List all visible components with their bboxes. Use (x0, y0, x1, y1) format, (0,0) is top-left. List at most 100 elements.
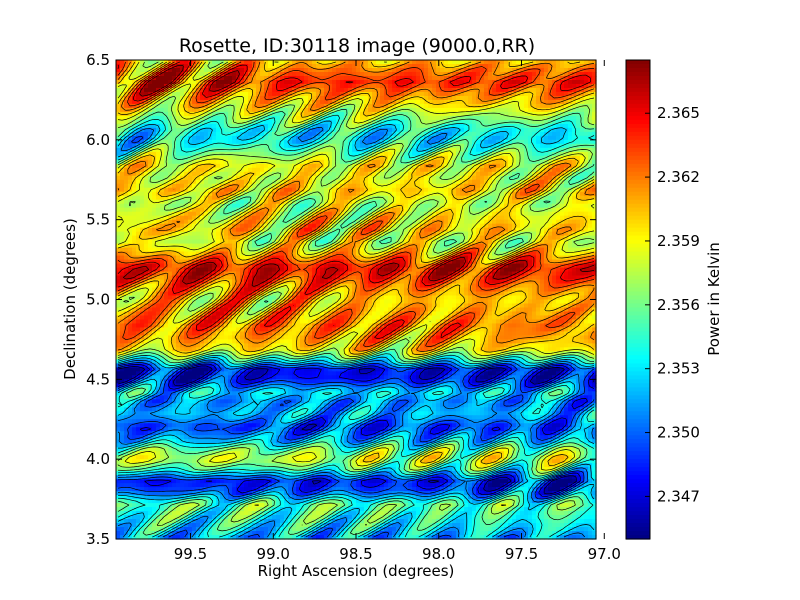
colorbar-segment (626, 343, 650, 348)
colorbar-segment (626, 423, 650, 428)
y-tick-label: 4.5 (86, 370, 110, 388)
colorbar-segment (626, 203, 650, 209)
colorbar-segment (626, 243, 650, 249)
colorbar-segment (626, 95, 650, 101)
colorbar-segment (626, 191, 650, 197)
colorbar-segment (626, 75, 650, 81)
colorbar-segment (626, 355, 650, 360)
colorbar-segment (626, 463, 650, 468)
colorbar-segment (626, 411, 650, 416)
colorbar-segment (626, 475, 650, 480)
colorbar-tick-label: 2.359 (657, 232, 700, 250)
colorbar-segment (626, 159, 650, 165)
colorbar-segment (626, 491, 650, 496)
colorbar-segment (626, 259, 650, 265)
colorbar-ticks: 2.347 2.350 2.353 2.356 2.359 2.362 2.365 (645, 104, 700, 505)
colorbar-segment (626, 60, 650, 65)
colorbar-segment (626, 139, 650, 145)
colorbar-segment (626, 291, 650, 297)
colorbar-segment (626, 175, 650, 181)
colorbar-segment (626, 67, 650, 73)
colorbar-segment (626, 143, 650, 149)
colorbar-segment (626, 83, 650, 89)
colorbar-segment (626, 371, 650, 376)
colorbar-segment (626, 527, 650, 532)
colorbar-segment (626, 347, 650, 352)
colorbar-segment (626, 103, 650, 109)
colorbar-segment (626, 443, 650, 448)
colorbar-segment (626, 91, 650, 97)
colorbar-segment (626, 483, 650, 488)
colorbar-segment (626, 407, 650, 412)
x-tick-label: 99.0 (257, 545, 290, 563)
colorbar-segment (626, 239, 650, 245)
colorbar-segment (626, 363, 650, 368)
colorbar-segment (626, 135, 650, 141)
colorbar-segment (626, 267, 650, 273)
colorbar-segment (626, 179, 650, 185)
x-tick-label: 98.0 (422, 545, 455, 563)
colorbar-segment (626, 391, 650, 396)
colorbar-segment (626, 511, 650, 516)
colorbar-segment (626, 183, 650, 189)
colorbar-segment (626, 487, 650, 492)
colorbar-segment (626, 451, 650, 456)
colorbar-segment (626, 415, 650, 420)
colorbar-segment (626, 535, 650, 540)
colorbar-segment (626, 519, 650, 524)
colorbar-segment (626, 235, 650, 241)
colorbar-segment (626, 279, 650, 285)
colorbar-segment (626, 251, 650, 257)
colorbar-segment (626, 503, 650, 508)
colorbar-segment (626, 335, 650, 341)
colorbar-segment (626, 111, 650, 117)
colorbar-segment (626, 471, 650, 476)
colorbar-tick-label: 2.350 (657, 424, 700, 442)
y-axis-label: Declination (degrees) (61, 218, 79, 380)
colorbar-segment (626, 499, 650, 504)
colorbar-segment (626, 195, 650, 201)
y-tick-label: 5.5 (86, 211, 110, 229)
colorbar-segment (626, 87, 650, 93)
colorbar-segment (626, 359, 650, 364)
colorbar-segment (626, 71, 650, 77)
colorbar-segment (626, 439, 650, 444)
colorbar-tick-label: 2.362 (657, 168, 700, 186)
x-tick-label: 97.5 (505, 545, 538, 563)
colorbar-segment (626, 367, 650, 372)
colorbar-segment (626, 295, 650, 301)
colorbar-segment (626, 387, 650, 392)
colorbar-segment (626, 515, 650, 520)
colorbar-segment (626, 123, 650, 129)
colorbar-segment (626, 319, 650, 325)
y-tick-label: 6.0 (86, 131, 110, 149)
colorbar-segment (626, 147, 650, 153)
contour-path (117, 61, 595, 538)
colorbar-segment (626, 215, 650, 221)
colorbar-segment (626, 271, 650, 277)
colorbar-segment (626, 247, 650, 253)
y-tick-label: 5.0 (86, 291, 110, 309)
colorbar-frame (625, 59, 651, 540)
colorbar-segment (626, 339, 650, 345)
colorbar-segment (626, 323, 650, 329)
x-axis-label: Right Ascension (degrees) (258, 562, 455, 580)
colorbar-segment (626, 419, 650, 424)
colorbar-segment (626, 431, 650, 436)
colorbar-segment (626, 79, 650, 85)
colorbar-tick-label: 2.356 (657, 296, 700, 314)
colorbar-segment (626, 307, 650, 313)
colorbar-segment (626, 223, 650, 229)
colorbar-segment (626, 199, 650, 205)
y-tick-label: 3.5 (86, 530, 110, 548)
colorbar-segment (626, 207, 650, 213)
colorbar-segment (626, 255, 650, 261)
colorbar-segment (626, 331, 650, 337)
contour-lines (117, 61, 595, 538)
colorbar-segment (626, 211, 650, 217)
colorbar-segment (626, 219, 650, 225)
colorbar-segment (626, 479, 650, 484)
colorbar-segment (626, 379, 650, 384)
y-tick-label: 4.0 (86, 450, 110, 468)
